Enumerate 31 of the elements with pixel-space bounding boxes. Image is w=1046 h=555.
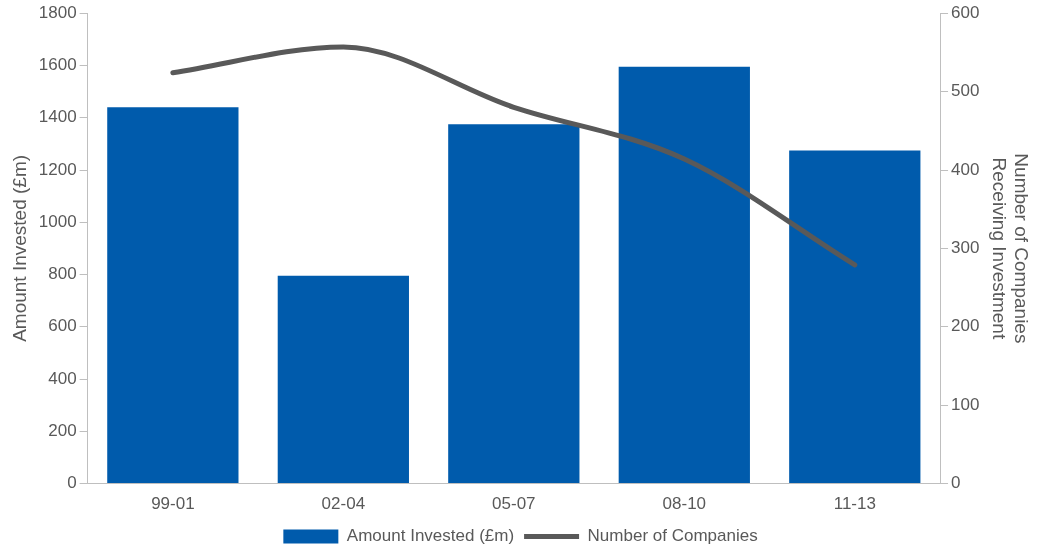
y2-tick-label: 0 [951, 473, 961, 493]
y-tick-label: 0 [67, 473, 77, 493]
bar [618, 66, 750, 484]
x-tick-label: 08-10 [662, 494, 707, 514]
x-tick-label: 11-13 [833, 494, 876, 514]
y2-axis-title: Number of Companies Receiving Investment [988, 153, 1033, 344]
y-tick-label: 400 [48, 368, 77, 388]
y2-tick-label: 200 [951, 316, 980, 336]
legend-label: Amount Invested (£m) [346, 526, 515, 546]
y2-tick-label: 400 [951, 159, 980, 179]
legend-label: Number of Companies [587, 526, 758, 546]
y2-tick-label: 500 [951, 81, 980, 101]
bar [448, 124, 580, 484]
y-tick-label: 200 [48, 421, 77, 441]
bar [107, 107, 239, 484]
y2-tick-label: 300 [951, 238, 980, 258]
y-tick-label: 1000 [38, 211, 77, 231]
y-tick-label: 1600 [38, 55, 77, 75]
x-tick-label: 99-01 [151, 494, 195, 514]
bar [789, 150, 921, 484]
x-tick-label: 05-07 [492, 494, 536, 514]
y-tick-label: 1800 [38, 2, 77, 22]
y2-tick-label: 100 [951, 394, 980, 414]
y-tick-label: 800 [48, 264, 77, 284]
y-tick-label: 1200 [38, 159, 77, 179]
bar [277, 275, 409, 484]
x-tick-label: 02-04 [321, 494, 366, 514]
y2-tick-label: 600 [951, 2, 980, 22]
y-axis-title: Amount Invested (£m) [8, 154, 30, 342]
y-tick-label: 600 [48, 316, 77, 336]
y-tick-label: 1400 [38, 107, 77, 127]
